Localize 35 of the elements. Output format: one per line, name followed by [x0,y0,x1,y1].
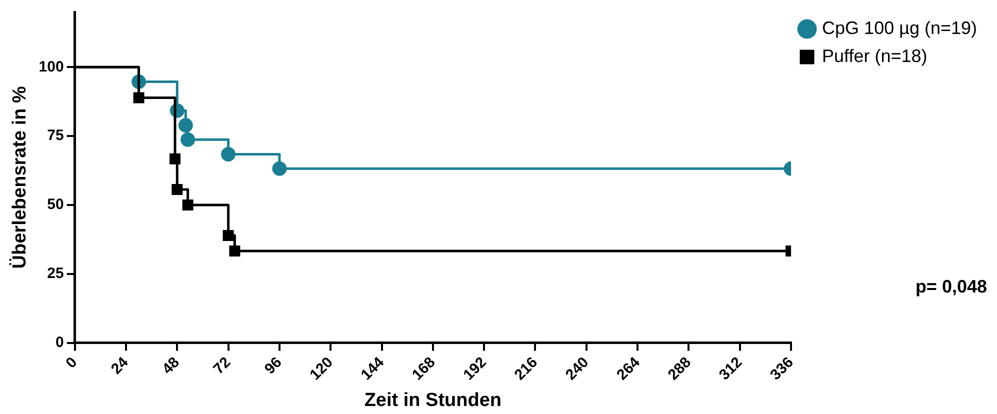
point [172,184,183,196]
x-axis-title: Zeit in Stunden [364,390,502,411]
x-tick-label: 216 [511,354,542,384]
x-tick-label: 0 [62,354,81,372]
point [180,132,196,147]
x-tick-label: 120 [306,354,336,384]
legend-label: Puffer (n=18) [822,46,928,66]
y-tick-label: 0 [55,334,64,351]
legend-label: CpG 100 µg (n=19) [822,18,978,38]
x-tick-label: 48 [159,354,183,378]
y-tick-label: 50 [47,196,64,214]
x-tick-label: 336 [767,354,797,384]
x-tick-label: 288 [664,354,694,384]
x-tick-label: 144 [358,353,388,384]
text: p= 0,048 [915,276,987,297]
y-tick-label: 100 [38,58,64,76]
point [221,146,236,162]
point [229,245,240,256]
y-tick-label: 25 [47,265,64,282]
x-tick-label: 96 [261,354,286,378]
point [222,230,234,242]
x-tick-label: 168 [408,354,439,384]
y-axis-title: Überlebensrate in % [8,86,31,269]
x-tick-label: 240 [562,354,592,384]
y-tick-label: 75 [47,127,64,144]
point [272,161,287,176]
point [133,92,144,104]
x-tick-label: 72 [210,354,234,378]
x-tick-label: 264 [614,353,644,384]
point [182,199,194,210]
point [178,118,193,133]
x-tick-label: 192 [460,354,490,384]
point [170,153,181,164]
x-tick-label: 312 [716,354,746,384]
x-tick-label: 24 [108,353,132,378]
